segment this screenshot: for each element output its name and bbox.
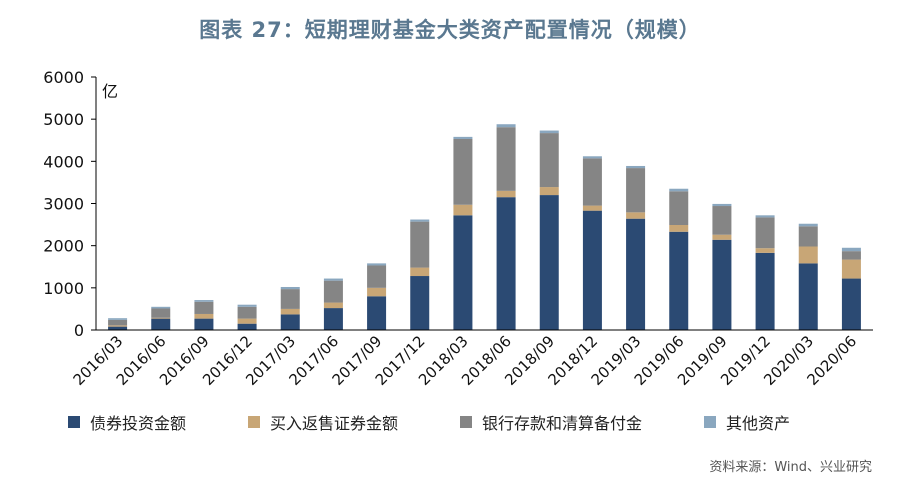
bar-segment-4: [712, 203, 732, 207]
legend-item: 其他资产: [704, 410, 790, 434]
bar-segment-4: [453, 136, 473, 139]
bar-segment-2: [669, 225, 689, 232]
bar-segment-1: [626, 218, 646, 330]
bar-segment-4: [496, 124, 516, 128]
legend-swatch: [248, 416, 261, 428]
bar-segment-2: [496, 190, 516, 198]
bar-segment-1: [323, 308, 343, 330]
bar-segment-3: [323, 280, 343, 303]
bar-segment-4: [280, 286, 300, 290]
bar-segment-2: [194, 313, 214, 319]
bar-segment-1: [798, 263, 818, 330]
legend-swatch: [704, 416, 717, 428]
bar-segment-1: [582, 210, 602, 330]
bar-segment-2: [626, 212, 646, 219]
legend-label: 买入返售证券金额: [270, 414, 399, 433]
bar-segment-4: [194, 300, 214, 302]
bar-segment-4: [108, 318, 128, 320]
bar-segment-2: [712, 234, 732, 240]
legend-item: 买入返售证券金额: [248, 410, 398, 434]
bar-segment-2: [841, 259, 861, 279]
bar-segment-3: [582, 158, 602, 206]
bar-segment-1: [194, 318, 214, 330]
bar-segment-1: [841, 278, 861, 330]
bar-segment-4: [237, 304, 257, 307]
y-tick-label: 3000: [43, 195, 84, 214]
y-tick-label: 6000: [43, 68, 84, 87]
bar-segment-1: [539, 195, 559, 330]
bar-segment-3: [453, 138, 473, 205]
bar-segment-3: [280, 289, 300, 309]
legend-swatch: [460, 416, 473, 428]
bar-segment-1: [410, 276, 430, 330]
bar-segment-3: [798, 226, 818, 247]
y-tick-label: 1000: [43, 279, 84, 298]
bar-segment-1: [108, 326, 128, 330]
chart-legend: 债券投资金额 买入返售证券金额 银行存款和清算备付金 其他资产: [68, 410, 888, 434]
bar-segment-3: [755, 217, 775, 249]
bar-segment-2: [798, 246, 818, 264]
bar-segment-3: [367, 265, 387, 288]
y-unit-label: 亿: [102, 82, 118, 101]
bar-segment-4: [539, 130, 559, 134]
bar-segment-2: [582, 205, 602, 211]
bar-segment-2: [151, 317, 171, 319]
bar-segment-3: [712, 206, 732, 235]
bar-segment-1: [496, 197, 516, 330]
y-tick-label: 0: [74, 321, 84, 340]
legend-item: 债券投资金额: [68, 410, 186, 434]
chart-title: 图表 27：短期理财基金大类资产配置情况（规模）: [199, 18, 701, 42]
bar-segment-2: [323, 302, 343, 309]
bar-segment-4: [151, 306, 171, 309]
bar-segment-4: [323, 278, 343, 281]
bar-segment-4: [626, 165, 646, 169]
y-tick-label: 4000: [43, 152, 84, 171]
bar-segment-4: [582, 156, 602, 159]
legend-label: 其他资产: [726, 414, 791, 433]
bar-segment-1: [453, 215, 473, 330]
source-note: 资料来源：Wind、兴业研究: [709, 460, 872, 475]
bar-segment-1: [367, 296, 387, 330]
bar-segment-3: [108, 319, 128, 326]
bar-segment-2: [108, 325, 128, 327]
bar-segment-3: [410, 221, 430, 268]
bar-segment-3: [626, 168, 646, 213]
bar-segment-2: [453, 204, 473, 216]
bar-segment-1: [755, 252, 775, 330]
y-tick-label: 5000: [43, 110, 84, 129]
bar-segment-1: [237, 323, 257, 330]
bar-segment-3: [151, 308, 171, 318]
bar-segment-2: [237, 318, 257, 324]
bar-segment-1: [669, 231, 689, 330]
bar-segment-3: [539, 133, 559, 188]
legend-item: 银行存款和清算备付金: [460, 410, 642, 434]
y-tick-label: 2000: [43, 237, 84, 256]
bar-segment-3: [237, 306, 257, 319]
bar-segment-4: [367, 263, 387, 266]
bar-segment-4: [798, 223, 818, 227]
bar-segment-4: [410, 219, 430, 222]
bar-segment-3: [841, 251, 861, 260]
bar-segment-3: [496, 127, 516, 191]
bar-segment-4: [669, 188, 689, 192]
legend-label: 银行存款和清算备付金: [482, 414, 643, 433]
bar-segment-4: [841, 247, 861, 252]
bar-segment-2: [755, 248, 775, 253]
bar-segment-3: [194, 301, 214, 314]
bar-segment-2: [410, 267, 430, 277]
bar-segment-1: [151, 318, 171, 330]
legend-label: 债券投资金额: [90, 414, 187, 433]
bar-segment-2: [280, 308, 300, 315]
bar-segment-1: [280, 314, 300, 330]
legend-swatch: [68, 416, 80, 428]
bar-segment-2: [367, 287, 387, 297]
bar-segment-2: [539, 187, 559, 196]
bar-segment-3: [669, 191, 689, 226]
bar-segment-1: [712, 239, 732, 330]
bar-segment-4: [755, 215, 775, 218]
